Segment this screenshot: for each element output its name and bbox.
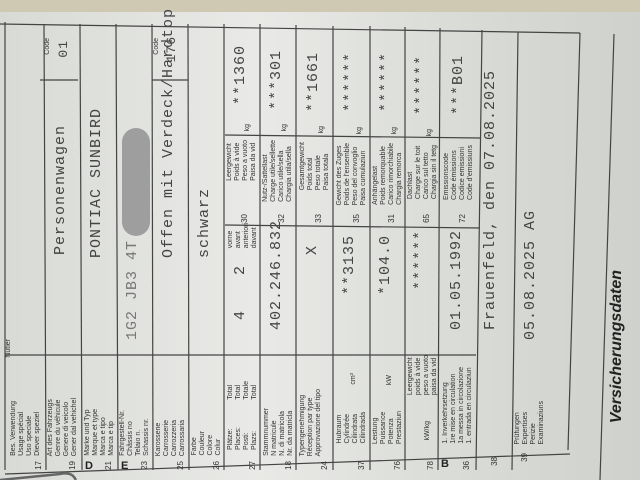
field-number: 39	[520, 453, 529, 462]
field-label: kW/kg	[424, 420, 431, 440]
registration-document	[0, 12, 640, 480]
field-label: Marke und Typ Marque et type Marca e tip…	[84, 409, 115, 456]
field-value: ***301	[268, 50, 285, 111]
field-label: Emissionscode Code émissions Codice emis…	[443, 145, 474, 201]
field-label: Anhängelast Poids remorquable Carico rim…	[372, 143, 403, 205]
field-value: Personenwagen	[52, 124, 69, 255]
field-unit: cm³	[350, 373, 357, 385]
field-value: 01.05.1992	[448, 229, 465, 330]
field-value: **3135	[341, 234, 358, 295]
field-label: Total Total Totale Total	[227, 381, 258, 400]
field-number: 38	[490, 457, 499, 466]
paper-clip	[0, 472, 78, 480]
field-unit: kg	[244, 124, 251, 132]
field-number: 31	[387, 214, 396, 223]
field-value: **1360	[232, 45, 249, 106]
field-number: 24	[320, 461, 329, 470]
field-value: X	[304, 244, 321, 255]
field-number: 65	[422, 214, 431, 223]
insurance-section-title: Versicherungsdaten	[608, 270, 625, 424]
field-value: schwarz	[196, 187, 213, 258]
field-value: 2	[232, 264, 249, 275]
field-value: ******	[413, 55, 430, 116]
code-label: Code	[44, 38, 51, 55]
section-letter-e: E	[121, 460, 129, 472]
field-label: Farbe Couleur Colore Colur	[191, 431, 222, 456]
field-number: 33	[314, 214, 323, 223]
field-label: Bes. Verwendung Usage spécial Uso specia…	[10, 401, 41, 456]
field-value: ******	[378, 52, 395, 113]
field-label: Gesamtgewicht Poids total Peso totale Pa…	[299, 142, 330, 191]
field-label: Gewicht des Zuges Poids de l'ensemble Pe…	[336, 143, 367, 206]
field-label: Art des Fahrzeugs Genre du véhicule Gene…	[47, 397, 78, 456]
field-label: Dachlast Charge sur le toit Carico sul t…	[407, 145, 438, 200]
code-value: 01	[56, 40, 71, 58]
field-label: vorne avant anteriori davant	[227, 222, 258, 248]
field-number: 72	[458, 214, 467, 223]
section-letter-b: B	[441, 458, 449, 470]
field-number: 21	[104, 461, 113, 470]
field-label: 1. Inverkehrsetzung 1re mise en circulat…	[442, 367, 473, 444]
field-value: 1G2 JB3 4T	[124, 239, 141, 340]
field-number: 25	[176, 461, 185, 470]
field-value: **1661	[305, 52, 322, 113]
field-number: 18	[284, 461, 293, 470]
field-label: Fahrgestell-Nr. Châssis no Telaio n. Sch…	[119, 410, 150, 456]
field-label: Stammnummer N matricule N. di matricola …	[263, 408, 294, 456]
field-number: 78	[426, 461, 435, 470]
field-value: ***B01	[450, 55, 467, 116]
field-value: ******	[342, 52, 359, 113]
section-letter-d: D	[85, 460, 93, 472]
field-number: 23	[140, 461, 149, 470]
code-value: 176	[164, 35, 179, 62]
field-label: Typengenehmigung Réception par type Appr…	[299, 388, 322, 456]
field-number: 37	[357, 461, 366, 470]
field-number: 27	[248, 461, 257, 470]
redaction-blur	[122, 128, 150, 236]
field-number: 30	[240, 214, 249, 223]
field-unit: kg	[356, 127, 363, 135]
field-label: Leergewicht poids à vide peso a vuoto pa…	[407, 354, 438, 395]
top-label: Nutier	[5, 339, 12, 358]
field-label: Hubraum Cylindrée Cilindrata Cilindrada	[336, 412, 367, 444]
field-label: Karosserie Carrosserie Carrozzeria Carro…	[155, 419, 186, 456]
field-unit: kg	[391, 127, 398, 135]
field-value: ******	[412, 229, 429, 290]
field-label: Leergewicht Poids à vide Peso a vuoto Pa…	[226, 140, 257, 181]
field-label: Plätze: Places: Posti: Plazs:	[227, 427, 258, 450]
field-number: 76	[393, 461, 402, 470]
field-value: *104.0	[377, 234, 394, 295]
field-number: 32	[277, 214, 286, 223]
field-value: PONTIAC SUNBIRD	[88, 107, 105, 258]
field-label: Prüfungen Expertises Perizie Examinaziun…	[514, 401, 545, 445]
field-number: 19	[68, 461, 77, 470]
code-label: Code	[153, 38, 160, 55]
background-surface	[0, 0, 640, 14]
field-label: Leistung Puissance Potenza Prestaziun	[372, 410, 403, 444]
field-unit: kg	[318, 126, 325, 134]
field-value: 05.08.2025 AG	[522, 209, 539, 340]
field-label: Nutz-/Sattellast Charge utile/sellette C…	[262, 140, 293, 202]
field-number: 26	[212, 461, 221, 470]
field-unit: kW	[386, 374, 393, 385]
field-number: 36	[462, 461, 471, 470]
field-value: Frauenfeld, den 07.08.2025	[482, 69, 499, 330]
field-value: 402.246.832	[268, 219, 285, 330]
field-value: 4	[232, 309, 249, 320]
field-unit: kg	[426, 129, 433, 137]
field-number: 35	[352, 214, 361, 223]
field-number: 17	[34, 461, 43, 470]
field-unit: kg	[281, 124, 288, 132]
